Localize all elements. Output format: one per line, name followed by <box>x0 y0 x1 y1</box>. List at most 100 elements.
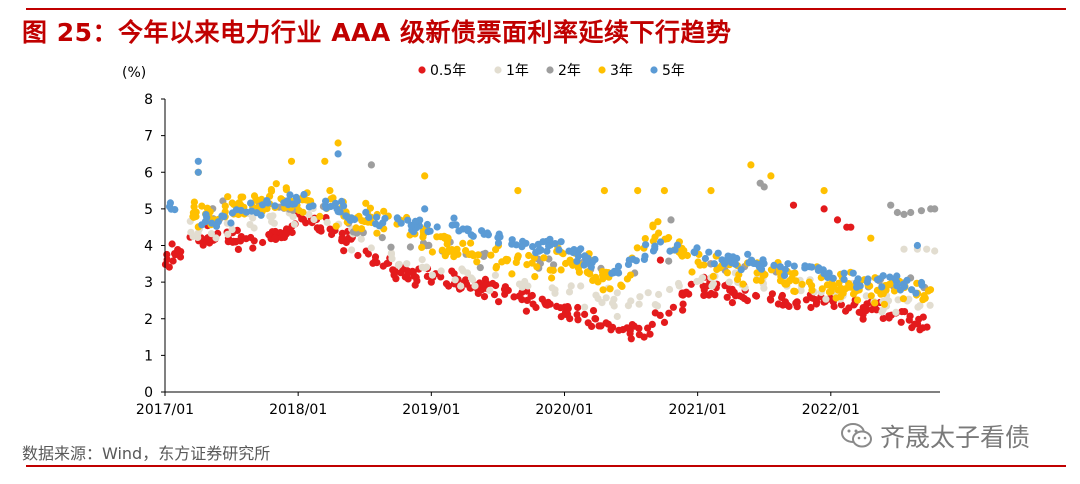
data-point <box>642 241 650 249</box>
data-point <box>641 235 649 243</box>
x-tick-label: 2017/01 <box>136 402 194 418</box>
data-point <box>394 261 402 269</box>
data-point <box>739 280 747 288</box>
data-point <box>326 187 334 195</box>
data-point <box>513 254 522 262</box>
data-point <box>546 235 554 243</box>
data-point <box>602 294 610 302</box>
data-point <box>854 275 862 283</box>
data-point <box>656 238 665 246</box>
data-point <box>467 239 475 247</box>
data-point <box>354 251 362 260</box>
data-point <box>849 269 857 277</box>
data-point <box>898 308 906 316</box>
data-point <box>176 253 185 261</box>
data-point <box>305 210 313 219</box>
data-point <box>814 266 823 274</box>
data-point <box>293 197 301 205</box>
data-point <box>286 191 294 199</box>
data-point <box>259 238 267 247</box>
legend-label: 2年 <box>558 63 581 79</box>
data-point <box>752 291 760 300</box>
data-point <box>187 228 195 236</box>
data-point <box>366 204 374 212</box>
data-point <box>218 212 226 220</box>
data-point <box>613 312 621 321</box>
data-point <box>221 202 229 210</box>
data-point <box>498 258 506 266</box>
data-point <box>367 161 375 169</box>
data-point <box>428 271 436 279</box>
legend-label: 0.5年 <box>430 63 466 79</box>
data-point <box>917 207 926 215</box>
data-point <box>310 215 318 224</box>
data-point <box>272 180 280 188</box>
data-point <box>332 222 340 230</box>
data-point <box>728 299 737 307</box>
data-point <box>433 233 441 241</box>
data-point <box>504 286 512 294</box>
watermark-text: 齐晟太子看债 <box>880 423 1031 452</box>
data-point <box>390 271 398 279</box>
data-point <box>648 320 656 328</box>
data-point <box>481 249 489 257</box>
data-point <box>535 247 543 255</box>
data-point <box>373 213 381 221</box>
data-point <box>327 202 335 211</box>
data-point <box>595 322 603 330</box>
data-point <box>198 221 206 229</box>
data-point <box>833 216 842 224</box>
data-point <box>820 205 828 213</box>
data-point <box>265 231 273 239</box>
source-note: 数据来源：Wind，东方证券研究所 <box>22 444 271 463</box>
data-point <box>471 282 479 290</box>
data-point <box>464 227 472 235</box>
data-point <box>675 282 683 290</box>
data-point <box>608 299 617 307</box>
y-tick-label: 4 <box>144 239 153 255</box>
data-point <box>387 243 395 251</box>
data-point <box>688 268 696 276</box>
data-point <box>693 277 701 286</box>
data-point <box>343 212 351 220</box>
data-point <box>905 295 913 303</box>
data-point <box>698 274 707 282</box>
data-point <box>510 293 518 301</box>
top-rule <box>26 8 1066 10</box>
data-point <box>811 296 820 304</box>
data-point <box>737 266 745 274</box>
legend-label: 3年 <box>610 63 633 79</box>
data-point <box>864 275 872 283</box>
data-point <box>539 238 547 246</box>
data-point <box>807 303 815 312</box>
data-point <box>451 276 459 284</box>
data-point <box>357 225 366 233</box>
data-point <box>574 252 583 260</box>
data-point <box>589 307 598 315</box>
data-point <box>885 314 893 322</box>
data-point <box>487 251 495 259</box>
data-point <box>669 303 678 311</box>
data-point <box>304 197 312 205</box>
data-point <box>635 300 643 308</box>
data-point <box>700 261 708 269</box>
y-tick-label: 5 <box>144 202 153 218</box>
data-point <box>624 302 633 310</box>
data-point <box>879 272 887 280</box>
data-point <box>514 187 522 195</box>
data-point <box>381 214 389 222</box>
data-point <box>636 293 644 301</box>
data-point <box>459 239 467 247</box>
data-point <box>887 201 895 209</box>
data-point <box>665 309 673 317</box>
data-point <box>521 277 529 286</box>
data-point <box>491 271 499 279</box>
legend-label: 1年 <box>506 63 529 79</box>
data-point <box>747 161 755 169</box>
data-point <box>789 201 798 209</box>
x-tick-label: 2020/01 <box>535 402 593 418</box>
data-point <box>820 187 828 195</box>
data-point <box>412 273 420 281</box>
data-point <box>840 269 848 277</box>
